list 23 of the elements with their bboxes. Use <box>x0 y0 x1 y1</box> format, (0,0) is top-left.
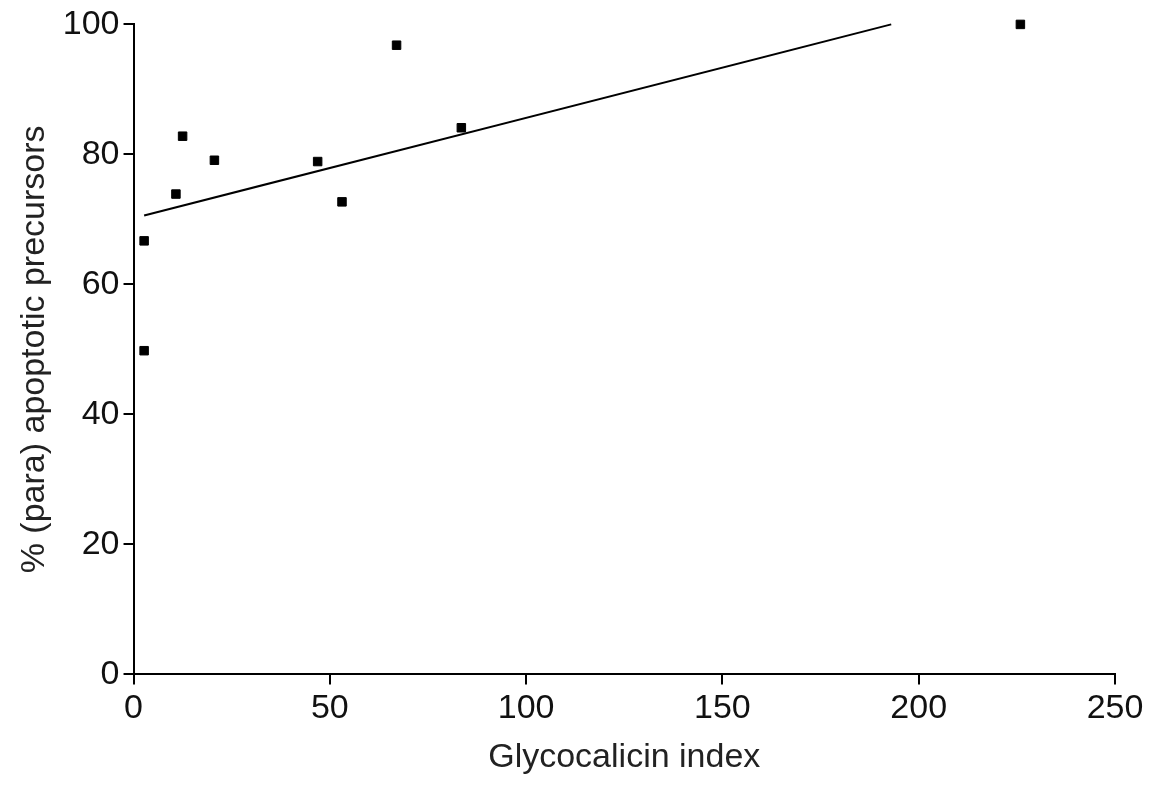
y-axis-title: % (para) apoptotic precursors <box>12 125 51 574</box>
point <box>171 189 181 199</box>
x-tick-label: 150 <box>694 687 751 726</box>
point <box>177 131 188 141</box>
x-tick-label: 100 <box>497 687 555 726</box>
x-axis-title: Glycocalicin index <box>488 735 761 774</box>
y-tick-label: 20 <box>81 522 120 561</box>
point <box>391 40 402 50</box>
y-tick-label: 40 <box>81 392 120 431</box>
point <box>456 123 467 133</box>
point <box>1015 19 1026 30</box>
y-tick-label: 60 <box>81 262 120 301</box>
y-tick-label: 0 <box>100 652 120 691</box>
point <box>139 345 149 356</box>
x-tick-label: 200 <box>890 687 948 726</box>
x-tick-label: 50 <box>310 687 349 726</box>
point <box>139 236 149 246</box>
point <box>209 155 220 165</box>
x-tick-label: 250 <box>1086 687 1144 726</box>
point <box>337 197 347 207</box>
y-tick-label: 80 <box>81 132 120 171</box>
y-tick-label: 100 <box>62 2 120 41</box>
point <box>312 156 323 167</box>
